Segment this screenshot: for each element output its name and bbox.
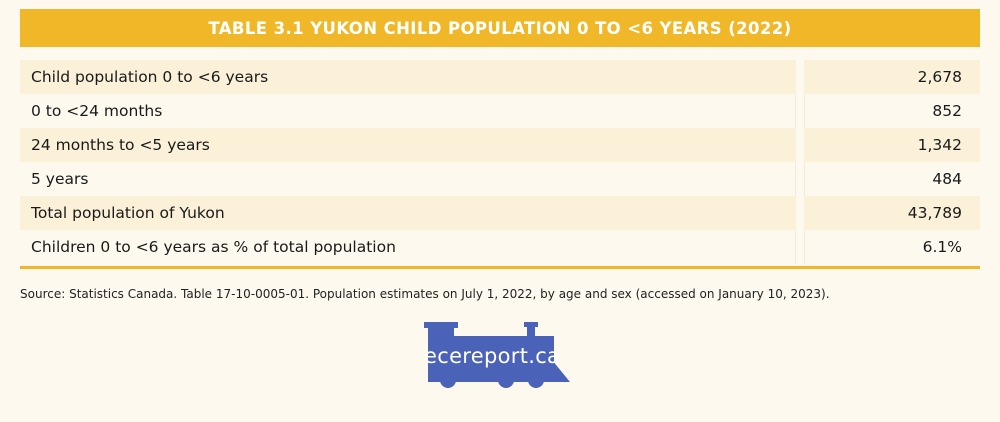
row-label: 24 months to <5 years [20, 128, 796, 162]
table-title: TABLE 3.1 YUKON CHILD POPULATION 0 TO <6… [20, 9, 980, 47]
ecereport-logo: ecereport.ca [424, 322, 570, 392]
row-value: 43,789 [804, 196, 980, 230]
row-value: 2,678 [804, 60, 980, 94]
table-row: 24 months to <5 years 1,342 [20, 128, 980, 162]
row-label: Children 0 to <6 years as % of total pop… [20, 230, 796, 264]
table-row: Children 0 to <6 years as % of total pop… [20, 230, 980, 264]
row-label: 5 years [20, 162, 796, 196]
row-value: 852 [804, 94, 980, 128]
row-value: 1,342 [804, 128, 980, 162]
row-label: Child population 0 to <6 years [20, 60, 796, 94]
table-row: Child population 0 to <6 years 2,678 [20, 60, 980, 94]
population-table: Child population 0 to <6 years 2,678 0 t… [20, 60, 980, 264]
row-label: 0 to <24 months [20, 94, 796, 128]
logo-text: ecereport.ca [424, 344, 561, 368]
train-locomotive-icon [424, 322, 570, 388]
table-row: Total population of Yukon 43,789 [20, 196, 980, 230]
row-label: Total population of Yukon [20, 196, 796, 230]
source-note: Source: Statistics Canada. Table 17-10-0… [20, 287, 830, 301]
table-row: 5 years 484 [20, 162, 980, 196]
table-row: 0 to <24 months 852 [20, 94, 980, 128]
row-value: 6.1% [804, 230, 980, 264]
row-value: 484 [804, 162, 980, 196]
table-bottom-rule [20, 266, 980, 269]
